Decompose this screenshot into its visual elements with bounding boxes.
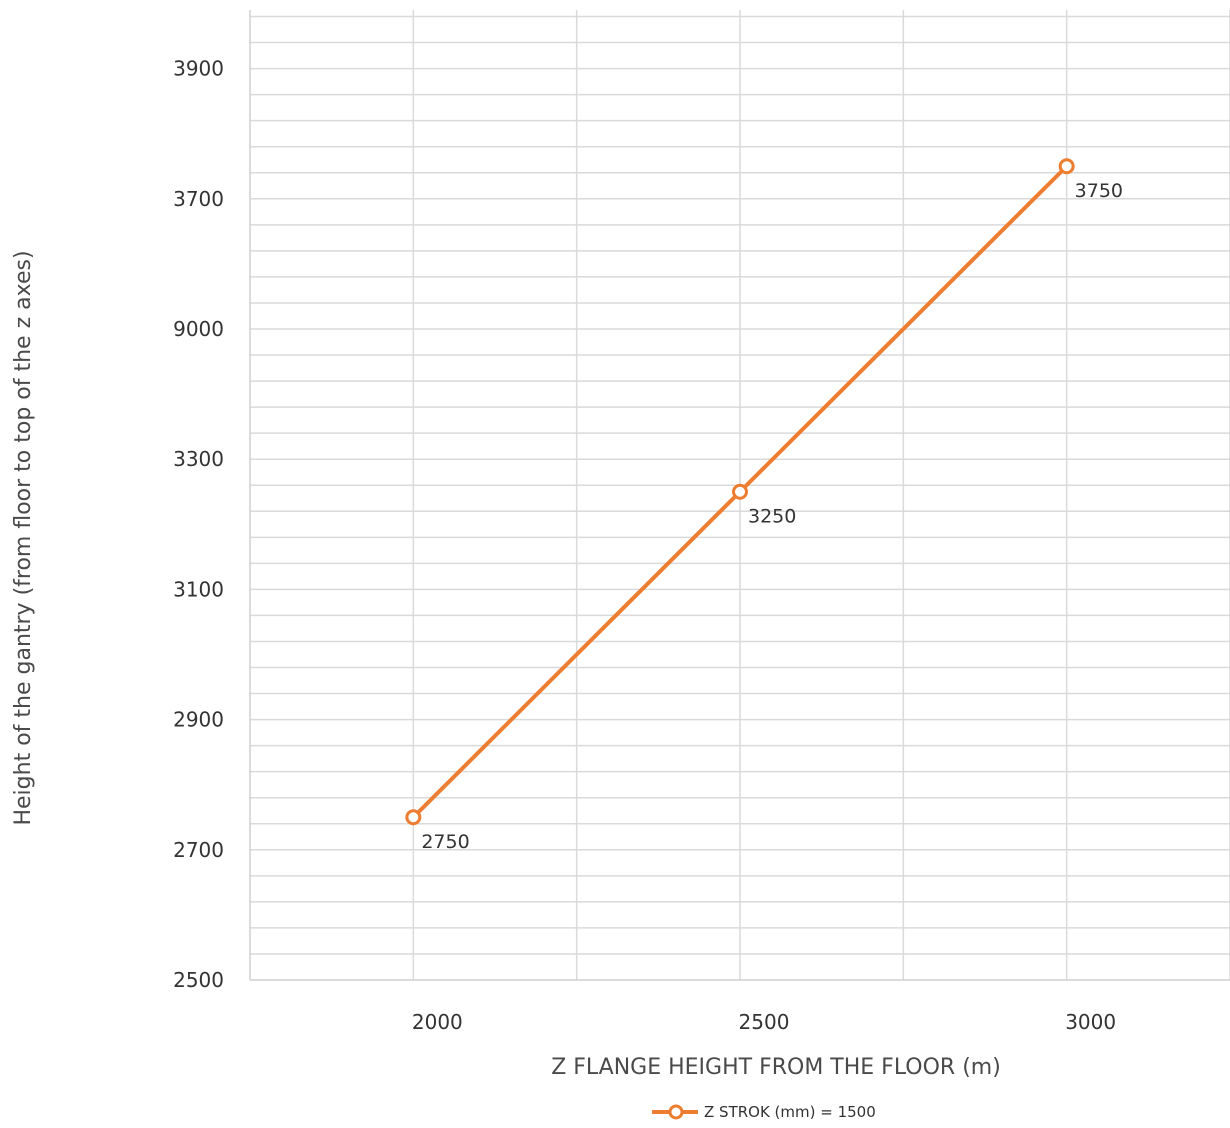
- data-point: [732, 483, 748, 500]
- legend-label: Z STROK (mm) = 1500: [704, 1103, 876, 1121]
- x-tick-label: 3000: [1065, 1010, 1116, 1034]
- x-tick-label: 2500: [739, 1010, 790, 1034]
- data-label: 3250: [748, 506, 796, 528]
- y-tick-label: 3100: [173, 577, 224, 601]
- data-labels: 2750 3250 3750: [421, 180, 1123, 853]
- y-tick-label: 2700: [173, 838, 224, 862]
- y-tick-label: 3300: [173, 447, 224, 471]
- data-point: [1058, 158, 1075, 175]
- y-tick-labels: 2500 2700 2900 3100 3300 9000 3700 3900: [173, 57, 224, 992]
- data-label: 3750: [1075, 180, 1123, 202]
- legend-marker-icon: [668, 1104, 684, 1120]
- series-layer: [405, 158, 1075, 826]
- y-axis-title: Height of the gantry (from floor to top …: [11, 250, 36, 825]
- data-label: 2750: [421, 831, 469, 853]
- y-tick-label: 3700: [173, 187, 224, 211]
- x-tick-label: 2000: [412, 1010, 463, 1034]
- axes: [249, 10, 1230, 981]
- y-tick-label: 2900: [173, 708, 224, 732]
- legend: Z STROK (mm) = 1500: [652, 1103, 876, 1121]
- data-point: [405, 809, 422, 826]
- y-tick-label: 9000: [173, 317, 224, 341]
- y-tick-label: 2500: [173, 968, 224, 992]
- x-tick-labels: 2000 2500 3000: [412, 1010, 1116, 1034]
- x-axis-title: Z FLANGE HEIGHT FROM THE FLOOR (m): [551, 1055, 1001, 1080]
- y-tick-label: 3900: [173, 57, 224, 81]
